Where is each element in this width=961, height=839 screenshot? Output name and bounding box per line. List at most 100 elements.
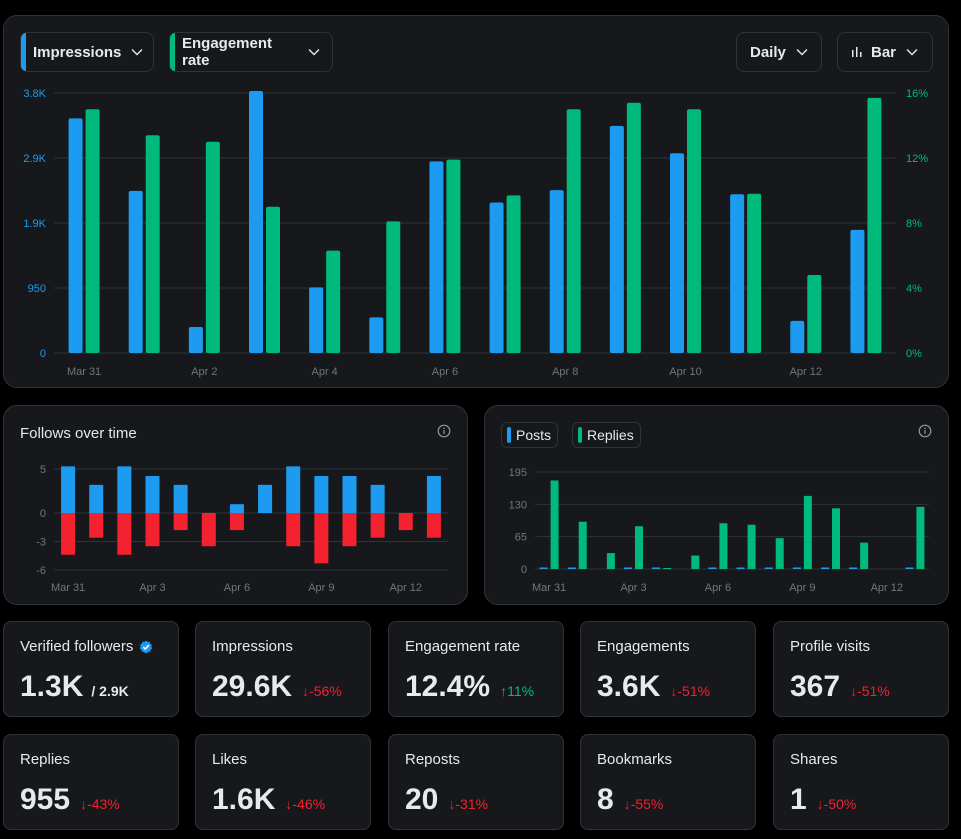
impressions-bar[interactable] <box>670 153 684 353</box>
engagement-rate-bar[interactable] <box>566 109 581 353</box>
follows-bar[interactable] <box>314 476 329 513</box>
unfollows-bar[interactable] <box>370 513 385 538</box>
follows-bar[interactable] <box>117 466 132 513</box>
engagement-rate-bar[interactable] <box>506 195 521 353</box>
posts-bar[interactable] <box>539 567 548 570</box>
stat-card-bookmarks[interactable]: Bookmarks 8 ↓-55% <box>580 734 756 830</box>
follows-bar[interactable] <box>426 476 441 513</box>
stat-card-shares[interactable]: Shares 1 ↓-50% <box>773 734 949 830</box>
info-icon[interactable] <box>918 424 932 438</box>
impressions-bar[interactable] <box>850 229 865 353</box>
impressions-bar[interactable] <box>609 125 624 353</box>
stat-card-likes[interactable]: Likes 1.6K ↓-46% <box>195 734 371 830</box>
stat-card-engagements[interactable]: Engagements 3.6K ↓-51% <box>580 621 756 717</box>
replies-bar[interactable] <box>550 480 559 569</box>
unfollows-bar[interactable] <box>286 513 301 547</box>
stat-value-text: 1.3K <box>20 670 84 703</box>
engagement-rate-bar[interactable] <box>626 102 641 353</box>
impressions-bar[interactable] <box>188 327 203 353</box>
posts-bar[interactable] <box>567 567 576 570</box>
replies-bar[interactable] <box>578 521 587 569</box>
impressions-bar[interactable] <box>369 317 384 353</box>
follows-bar[interactable] <box>145 476 160 513</box>
impressions-bar[interactable] <box>249 90 263 354</box>
legend-posts[interactable]: Posts <box>501 422 559 448</box>
impressions-bar[interactable] <box>128 190 143 353</box>
interval-dropdown[interactable]: Daily <box>736 32 822 72</box>
follows-bar[interactable] <box>61 466 76 513</box>
stat-card-replies[interactable]: Replies 955 ↓-43% <box>3 734 179 830</box>
engagement-rate-bar[interactable] <box>205 141 220 353</box>
unfollows-bar[interactable] <box>145 513 160 547</box>
left-axis-tick: 1.9K <box>23 218 46 230</box>
engagement-rate-bar[interactable] <box>867 97 882 353</box>
replies-bar[interactable] <box>775 538 784 569</box>
replies-bar[interactable] <box>803 495 812 569</box>
unfollows-bar[interactable] <box>229 513 244 531</box>
replies-bar[interactable] <box>719 523 728 569</box>
replies-bar[interactable] <box>860 542 869 569</box>
engagement-rate-bar[interactable] <box>747 193 762 353</box>
posts-bar[interactable] <box>905 567 914 570</box>
replies-bar[interactable] <box>663 568 672 569</box>
engagement-rate-bar[interactable] <box>807 275 822 353</box>
follows-bar[interactable] <box>370 484 385 513</box>
impressions-bar[interactable] <box>68 118 83 353</box>
follows-bar[interactable] <box>286 466 301 513</box>
unfollows-bar[interactable] <box>426 513 441 538</box>
stat-card-verified-followers[interactable]: Verified followers 1.3K / 2.9K <box>3 621 179 717</box>
posts-bar[interactable] <box>764 567 773 570</box>
impressions-bar[interactable] <box>309 287 324 353</box>
posts-bar[interactable] <box>624 567 632 570</box>
unfollows-bar[interactable] <box>117 513 132 555</box>
posts-bar[interactable] <box>792 567 801 570</box>
posts-bar[interactable] <box>652 567 661 570</box>
posts-bar[interactable] <box>708 567 717 570</box>
engagement-rate-bar[interactable] <box>145 135 160 353</box>
unfollows-bar[interactable] <box>201 513 216 547</box>
stat-value-text: 955 <box>20 783 71 816</box>
unfollows-bar[interactable] <box>173 513 188 531</box>
stat-card-impressions[interactable]: Impressions 29.6K ↓-56% <box>195 621 371 717</box>
replies-bar[interactable] <box>635 526 643 569</box>
stat-card-engagement-rate[interactable]: Engagement rate 12.4% ↑11% <box>388 621 564 717</box>
posts-bar[interactable] <box>849 567 858 570</box>
info-icon[interactable] <box>437 424 451 438</box>
unfollows-bar[interactable] <box>342 513 357 547</box>
replies-bar[interactable] <box>747 524 756 569</box>
stat-label-text: Reposts <box>405 751 461 768</box>
unfollows-bar[interactable] <box>314 513 329 564</box>
impressions-bar[interactable] <box>489 202 504 353</box>
engagement-rate-bar[interactable] <box>446 159 461 353</box>
engagement-rate-bar[interactable] <box>386 221 401 353</box>
engagement-rate-bar[interactable] <box>85 109 100 353</box>
unfollows-bar[interactable] <box>61 513 76 555</box>
follows-bar[interactable] <box>89 484 104 513</box>
legend-replies[interactable]: Replies <box>572 422 641 448</box>
replies-bar[interactable] <box>606 553 615 569</box>
metric1-dropdown[interactable]: Impressions <box>20 32 154 72</box>
impressions-bar[interactable] <box>549 190 564 353</box>
impressions-bar[interactable] <box>790 320 805 353</box>
posts-bar[interactable] <box>736 567 745 570</box>
follows-bar[interactable] <box>173 484 188 513</box>
metric2-dropdown[interactable]: Engagement rate <box>169 32 333 72</box>
engagement-rate-bar[interactable] <box>687 109 701 353</box>
chevron-down-icon <box>308 48 320 56</box>
follows-bar[interactable] <box>229 504 244 513</box>
unfollows-bar[interactable] <box>89 513 104 538</box>
engagement-rate-bar[interactable] <box>326 250 341 353</box>
follows-bar[interactable] <box>258 484 273 513</box>
replies-bar[interactable] <box>916 506 925 569</box>
posts-bar[interactable] <box>821 567 829 570</box>
impressions-bar[interactable] <box>429 161 444 353</box>
stat-card-reposts[interactable]: Reposts 20 ↓-31% <box>388 734 564 830</box>
follows-bar[interactable] <box>342 476 357 513</box>
replies-bar[interactable] <box>691 555 700 569</box>
impressions-bar[interactable] <box>730 194 745 353</box>
replies-bar[interactable] <box>832 508 840 569</box>
engagement-rate-bar[interactable] <box>266 206 280 353</box>
chart-type-dropdown[interactable]: Bar <box>837 32 933 72</box>
unfollows-bar[interactable] <box>398 513 413 531</box>
stat-card-profile-visits[interactable]: Profile visits 367 ↓-51% <box>773 621 949 717</box>
